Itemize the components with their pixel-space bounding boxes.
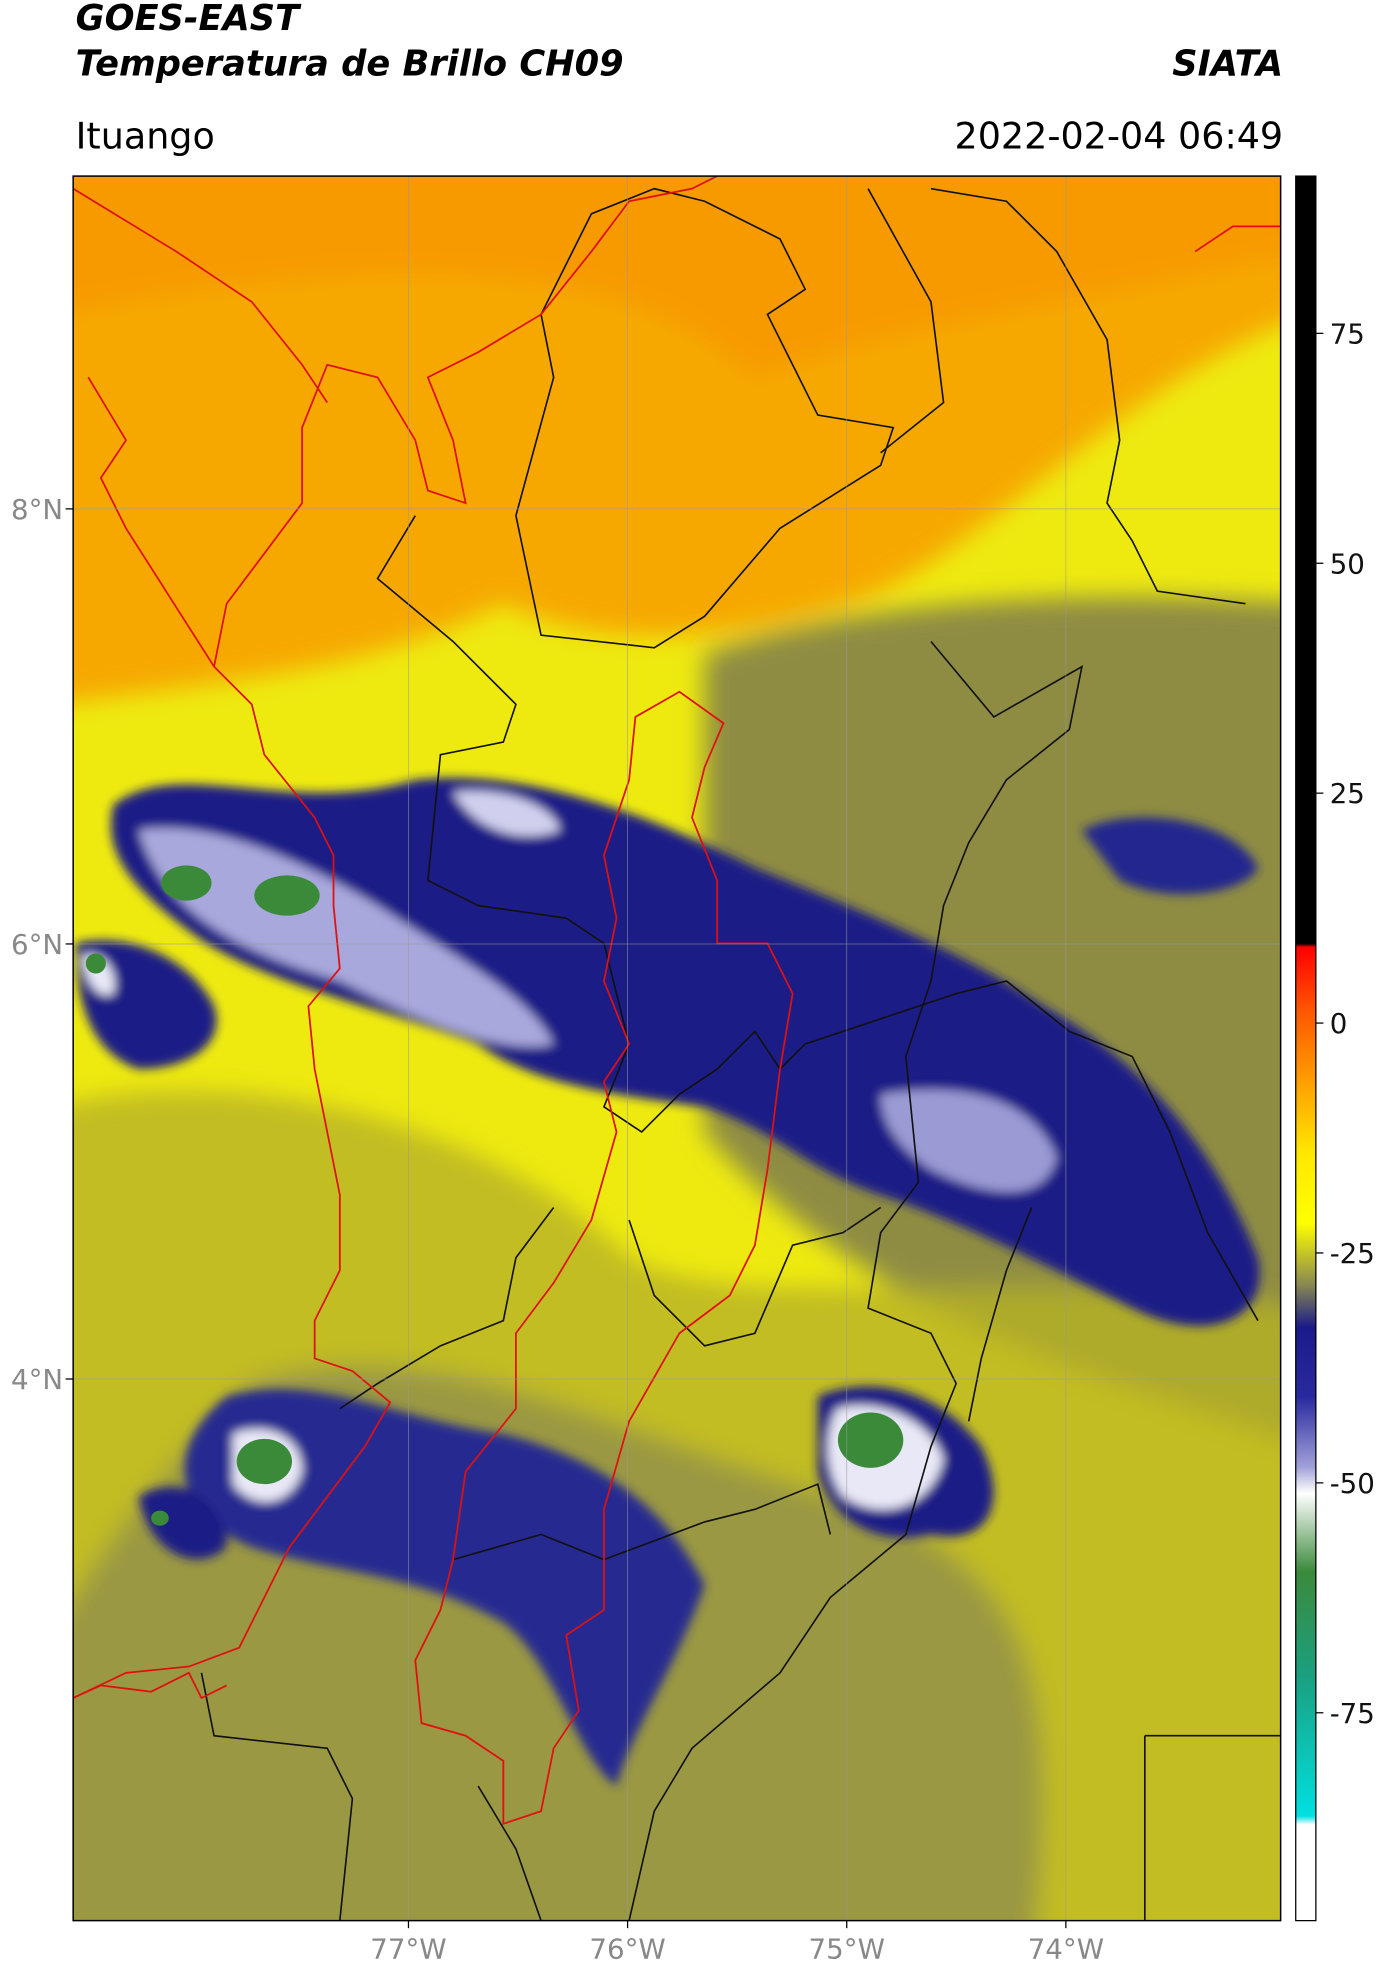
colorbar-tick-label: -75 (1330, 1697, 1375, 1730)
colorbar-tick-label: 75 (1330, 317, 1365, 350)
title: GOES-EAST (76, 0, 302, 39)
source: SIATA (1172, 43, 1283, 84)
map-imagery (73, 176, 1281, 1921)
colorbar-tick-label: 50 (1330, 547, 1365, 580)
colorbar-tick-label: -50 (1330, 1467, 1375, 1500)
y-tick-label: 8°N (11, 493, 63, 526)
boundaries (73, 176, 1281, 1921)
colorbar (1295, 175, 1317, 1922)
timestamp: 2022-02-04 06:49 (955, 114, 1284, 157)
region: Ituango (76, 114, 215, 157)
x-tick-label: 75°W (809, 1932, 885, 1965)
y-tick-label: 6°N (11, 928, 63, 961)
colorbar-ticks: 75 50 25 0 -25 -50 -75 (1315, 317, 1375, 1730)
colorbar-tick-label: 0 (1330, 1007, 1348, 1040)
colorbar-tick-label: 25 (1330, 777, 1365, 810)
colorbar-tick-label: -25 (1330, 1237, 1375, 1270)
x-tick-label: 77°W (370, 1932, 446, 1965)
graticule (73, 176, 1281, 1921)
y-tick-label: 4°N (11, 1363, 63, 1396)
x-tick-label: 76°W (589, 1932, 665, 1965)
map-frame (72, 175, 1282, 1922)
subtitle: Temperatura de Brillo CH09 (76, 43, 624, 84)
x-tick-label: 74°W (1028, 1932, 1104, 1965)
